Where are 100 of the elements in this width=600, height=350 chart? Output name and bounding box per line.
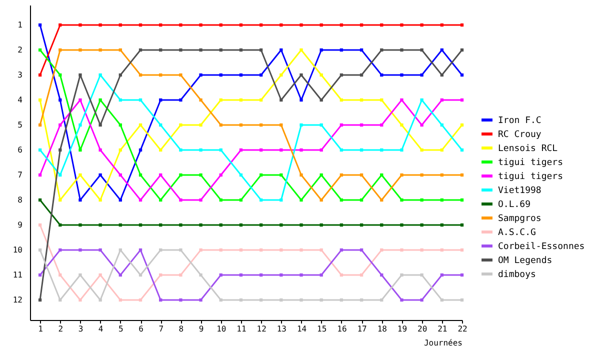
x-tick-label: 14 (296, 324, 307, 334)
point (259, 48, 263, 52)
point (380, 23, 384, 27)
y-tick-label: 8 (18, 196, 23, 204)
point (159, 98, 162, 102)
point (239, 173, 243, 177)
point (340, 48, 344, 52)
x-tick-label: 5 (118, 324, 124, 334)
point (78, 48, 82, 52)
point (159, 73, 162, 77)
point (58, 73, 62, 77)
point (259, 173, 263, 177)
y-tick-label: 1 (18, 20, 23, 30)
point (58, 98, 62, 102)
point (400, 273, 404, 277)
point (280, 273, 283, 277)
point (138, 123, 142, 127)
point (440, 98, 444, 102)
point (199, 298, 202, 302)
point (300, 48, 303, 52)
legend-label: Corbeil-Essonnes (498, 242, 585, 252)
point (460, 73, 464, 77)
point (340, 173, 344, 177)
point (460, 23, 464, 27)
point (219, 98, 222, 102)
point (38, 23, 42, 27)
y-tick-label: 4 (18, 96, 23, 104)
point (400, 48, 404, 52)
point (420, 198, 424, 202)
point (340, 223, 344, 227)
point (199, 98, 202, 102)
point (300, 273, 303, 277)
point (199, 273, 202, 277)
point (239, 48, 243, 52)
point (340, 148, 344, 152)
point (320, 273, 323, 277)
point (219, 23, 222, 27)
legend-label: tigui tigers (498, 172, 564, 182)
point (460, 273, 464, 277)
x-tick-label: 13 (276, 324, 287, 334)
x-tick-label: 8 (178, 324, 184, 334)
point (259, 298, 263, 302)
point (400, 23, 404, 27)
point (239, 248, 243, 252)
point (380, 223, 384, 227)
point (340, 123, 344, 127)
point (300, 223, 303, 227)
point (98, 23, 102, 27)
point (98, 73, 102, 77)
point (380, 198, 384, 202)
legend-label: Iron F.C (498, 116, 542, 126)
point (320, 23, 323, 27)
point (179, 73, 182, 77)
y-tick-label: 3 (18, 70, 23, 80)
point (219, 148, 222, 152)
point (118, 273, 122, 277)
x-tick-label: 12 (256, 324, 267, 334)
point (159, 273, 162, 277)
point (320, 123, 323, 127)
point (159, 298, 162, 302)
point (239, 298, 243, 302)
point (280, 148, 283, 152)
point (280, 98, 283, 102)
point (280, 73, 283, 77)
point (320, 198, 323, 202)
point (118, 73, 122, 77)
point (138, 48, 142, 52)
point (420, 173, 424, 177)
point (38, 273, 42, 277)
x-tick-label: 18 (377, 324, 388, 334)
point (159, 148, 162, 152)
x-tick-label: 17 (357, 324, 368, 334)
point (460, 223, 464, 227)
x-tick-label: 1 (38, 324, 44, 334)
x-tick-label: 19 (397, 324, 408, 334)
point (179, 23, 182, 27)
point (58, 48, 62, 52)
point (380, 298, 384, 302)
point (179, 223, 182, 227)
point (259, 198, 263, 202)
point (460, 148, 464, 152)
point (280, 173, 283, 177)
point (38, 248, 42, 252)
point (320, 148, 323, 152)
point (219, 73, 222, 77)
point (360, 123, 364, 127)
point (138, 173, 142, 177)
point (259, 73, 263, 77)
point (320, 248, 323, 252)
point (138, 298, 142, 302)
point (440, 273, 444, 277)
point (219, 273, 222, 277)
point (360, 273, 364, 277)
point (460, 123, 464, 127)
point (118, 148, 122, 152)
point (118, 98, 122, 102)
point (360, 173, 364, 177)
legend-label: tigui tigers (498, 158, 564, 168)
point (58, 23, 62, 27)
point (440, 198, 444, 202)
